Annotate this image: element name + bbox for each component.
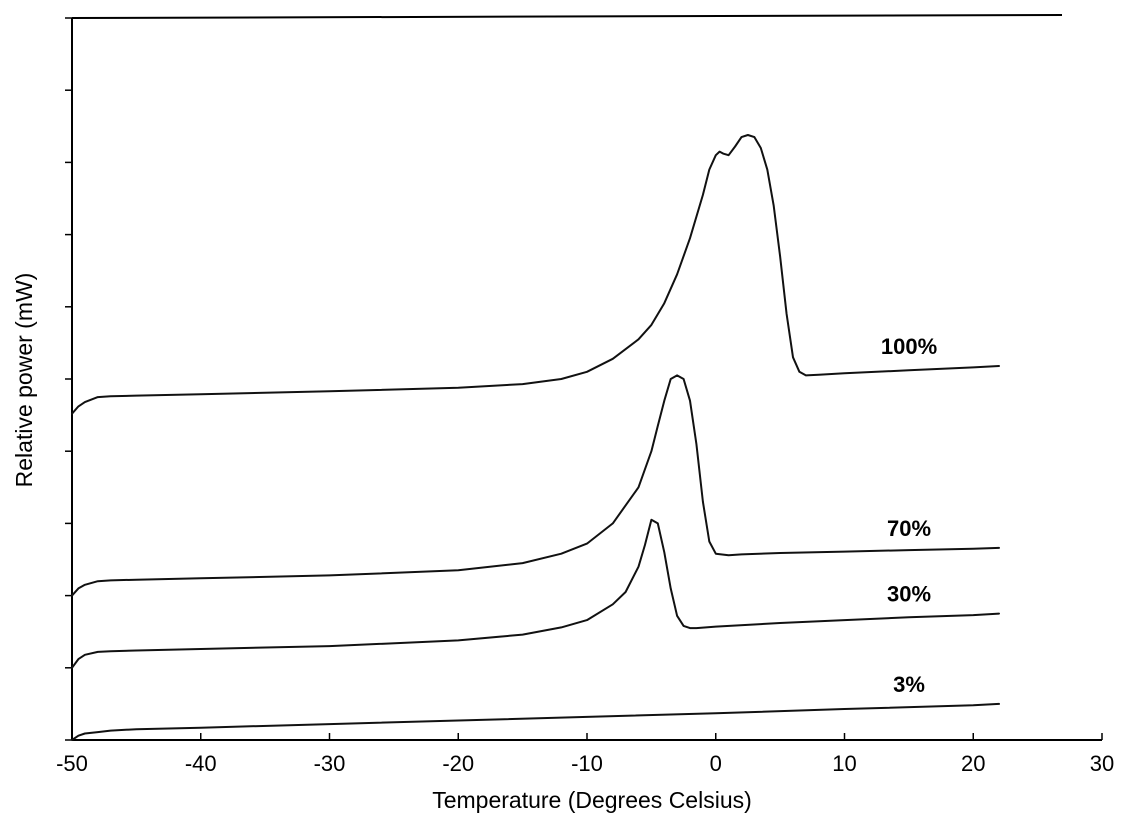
top-frame-line xyxy=(71,14,1063,19)
x-tick-label: 10 xyxy=(832,751,856,776)
series-label-100pct: 100% xyxy=(881,334,937,359)
series-line-100pct xyxy=(71,134,1000,415)
series-label-3pct: 3% xyxy=(893,672,925,697)
series-label-70pct: 70% xyxy=(887,516,931,541)
series-line-70pct xyxy=(71,374,1000,597)
x-tick-label: -30 xyxy=(314,751,346,776)
curves xyxy=(71,134,1000,741)
x-tick-label: -20 xyxy=(442,751,474,776)
series-label-30pct: 30% xyxy=(887,582,931,607)
ticks: -50 -40 -30 -20 -10 0 10 20 30 xyxy=(56,17,1114,776)
series-labels: 100% 70% 30% 3% xyxy=(881,334,937,697)
x-tick-label: -40 xyxy=(185,751,217,776)
x-tick-label: 0 xyxy=(710,751,722,776)
series-line-30pct xyxy=(71,518,1000,669)
x-axis-title: Temperature (Degrees Celsius) xyxy=(432,787,752,813)
y-axis-title: Relative power (mW) xyxy=(11,273,37,488)
series-line-3pct xyxy=(71,702,1000,741)
x-tick-label: 30 xyxy=(1090,751,1114,776)
axes xyxy=(71,14,1102,741)
x-tick-label: 20 xyxy=(961,751,985,776)
x-tick-label: -10 xyxy=(571,751,603,776)
x-tick-label: -50 xyxy=(56,751,88,776)
